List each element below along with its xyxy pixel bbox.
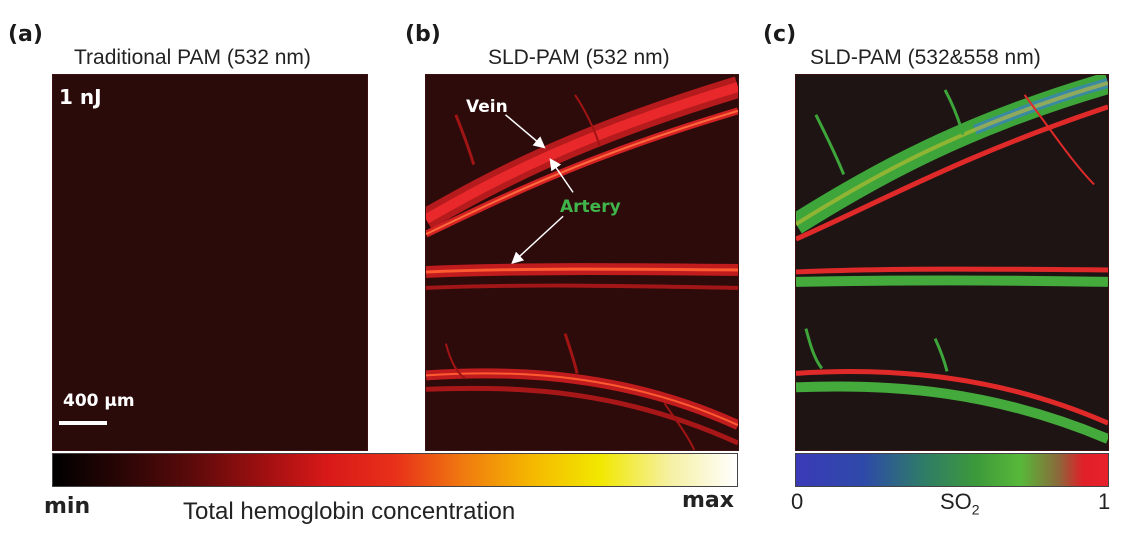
vein-label: Vein bbox=[466, 97, 508, 117]
panel-b-image-svg bbox=[426, 75, 738, 450]
artery-label: Artery bbox=[560, 197, 621, 217]
panel-a-letter: (a) bbox=[8, 22, 43, 47]
energy-label: 1 nJ bbox=[59, 85, 102, 109]
panel-c-letter: (c) bbox=[763, 22, 797, 47]
hemoglobin-min-label: min bbox=[44, 494, 91, 519]
so2-max-label: 1 bbox=[1098, 489, 1111, 514]
hemoglobin-colorbar bbox=[52, 453, 738, 487]
so2-colorbar bbox=[795, 453, 1109, 487]
so2-caption-subscript: 2 bbox=[971, 501, 980, 518]
panel-c-title: SLD-PAM (532&558 nm) bbox=[810, 46, 1041, 69]
so2-caption-main: SO bbox=[940, 489, 972, 514]
panel-a-image: 1 nJ 400 µm bbox=[52, 74, 368, 451]
panel-a-title: Traditional PAM (532 nm) bbox=[74, 46, 311, 69]
panel-c-image-svg bbox=[796, 75, 1108, 450]
panel-b-title: SLD-PAM (532 nm) bbox=[488, 46, 670, 69]
panel-a-image-svg bbox=[53, 75, 367, 450]
panel-c-image bbox=[795, 74, 1109, 451]
panel-b-letter: (b) bbox=[405, 22, 441, 47]
panel-b-image: Vein Artery bbox=[425, 74, 739, 451]
hemoglobin-max-label: max bbox=[682, 488, 734, 513]
so2-caption: SO2 bbox=[940, 489, 980, 517]
so2-min-label: 0 bbox=[791, 489, 804, 514]
hemoglobin-caption: Total hemoglobin concentration bbox=[183, 498, 516, 525]
scalebar bbox=[59, 421, 107, 425]
scalebar-label: 400 µm bbox=[63, 391, 135, 411]
